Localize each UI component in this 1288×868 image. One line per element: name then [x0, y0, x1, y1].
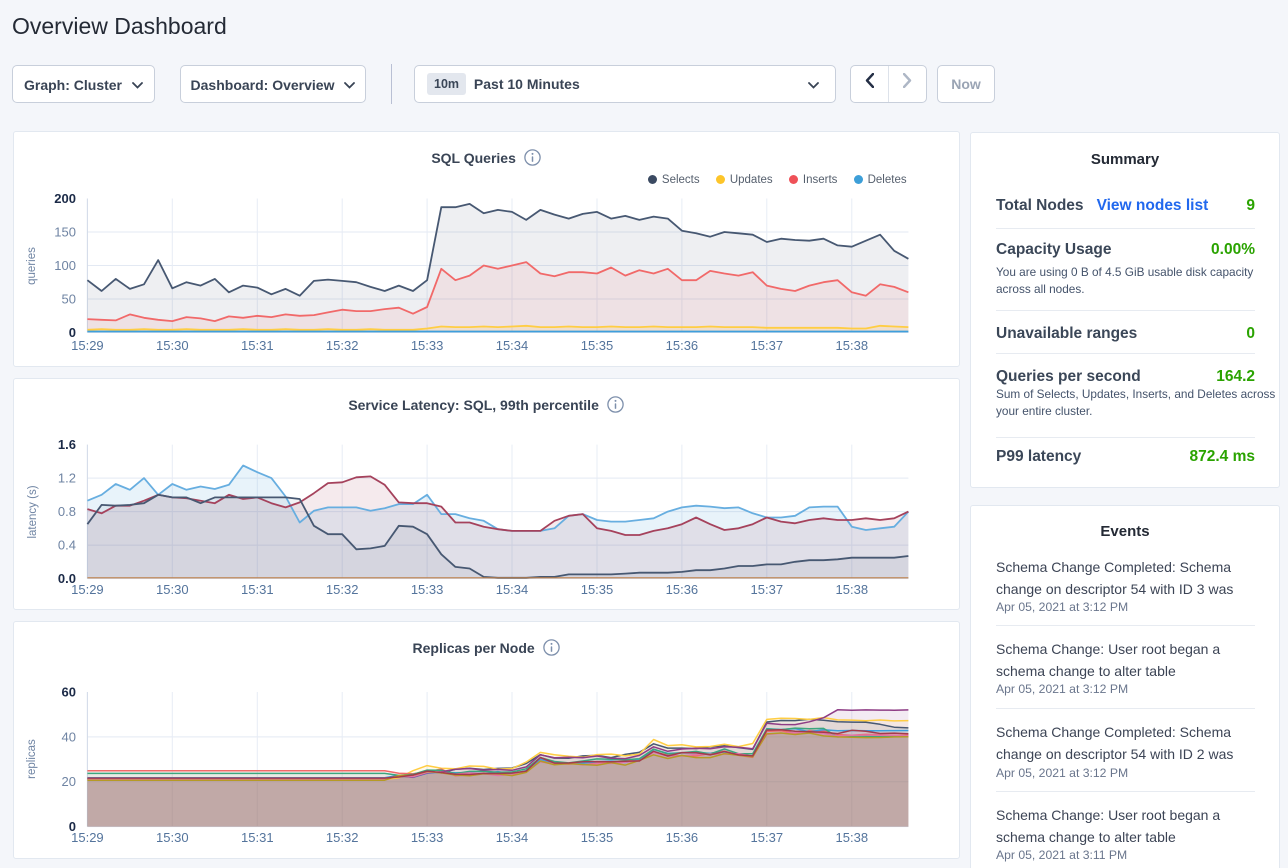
svg-text:15:29: 15:29	[71, 338, 104, 353]
svg-text:15:29: 15:29	[71, 582, 104, 597]
svg-text:1.2: 1.2	[58, 471, 76, 486]
svg-text:15:36: 15:36	[665, 582, 698, 597]
svg-text:latency (s): latency (s)	[27, 485, 39, 538]
svg-text:0.8: 0.8	[58, 504, 76, 519]
svg-text:15:30: 15:30	[156, 338, 189, 353]
svg-text:15:30: 15:30	[156, 582, 189, 597]
svg-text:15:34: 15:34	[495, 830, 528, 845]
svg-text:15:38: 15:38	[835, 338, 868, 353]
svg-text:15:33: 15:33	[410, 830, 443, 845]
svg-text:15:32: 15:32	[326, 830, 359, 845]
svg-text:100: 100	[54, 258, 76, 273]
svg-text:0.4: 0.4	[58, 538, 76, 553]
svg-text:60: 60	[61, 685, 75, 700]
svg-text:20: 20	[61, 774, 75, 789]
svg-text:0: 0	[68, 819, 75, 834]
svg-text:15:36: 15:36	[665, 830, 698, 845]
svg-text:200: 200	[54, 191, 76, 206]
svg-text:15:37: 15:37	[750, 338, 783, 353]
svg-text:15:32: 15:32	[326, 582, 359, 597]
svg-text:15:33: 15:33	[410, 338, 443, 353]
svg-text:15:35: 15:35	[580, 830, 613, 845]
svg-text:0.0: 0.0	[58, 571, 76, 586]
svg-text:15:31: 15:31	[241, 830, 274, 845]
svg-text:15:37: 15:37	[750, 830, 783, 845]
svg-text:15:29: 15:29	[71, 830, 104, 845]
svg-text:15:36: 15:36	[665, 338, 698, 353]
svg-text:1.6: 1.6	[58, 437, 76, 452]
svg-text:15:30: 15:30	[156, 830, 189, 845]
svg-text:0: 0	[68, 325, 75, 340]
svg-text:15:34: 15:34	[495, 338, 528, 353]
svg-text:150: 150	[54, 225, 76, 240]
svg-text:50: 50	[61, 292, 75, 307]
svg-text:replicas: replicas	[26, 739, 38, 779]
svg-text:15:37: 15:37	[750, 582, 783, 597]
svg-text:15:32: 15:32	[326, 338, 359, 353]
svg-text:15:33: 15:33	[410, 582, 443, 597]
svg-text:40: 40	[61, 729, 75, 744]
svg-text:15:34: 15:34	[495, 582, 528, 597]
svg-text:15:31: 15:31	[241, 582, 274, 597]
svg-text:15:38: 15:38	[835, 582, 868, 597]
svg-text:queries: queries	[26, 247, 38, 285]
svg-text:15:35: 15:35	[580, 338, 613, 353]
svg-text:15:38: 15:38	[835, 830, 868, 845]
svg-text:15:31: 15:31	[241, 338, 274, 353]
svg-text:15:35: 15:35	[580, 582, 613, 597]
